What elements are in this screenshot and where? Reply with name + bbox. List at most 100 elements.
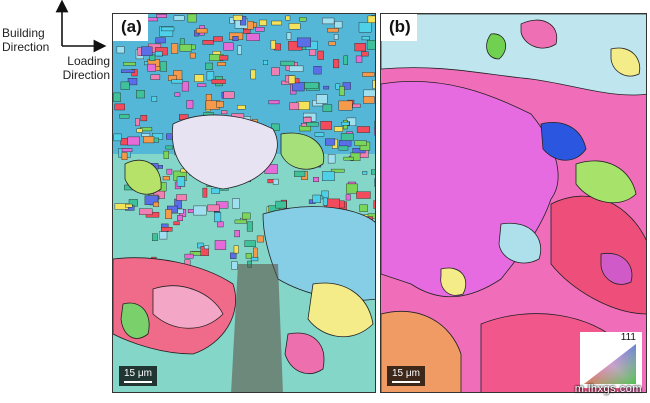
fine-grain (294, 170, 306, 177)
building-direction-label: Building Direction (2, 26, 50, 54)
fine-grain (221, 110, 228, 115)
fine-grain (246, 33, 260, 41)
fine-grain (275, 200, 287, 209)
fine-grain (217, 221, 224, 228)
panel-a-label: (a) (113, 14, 148, 41)
fine-grain (270, 40, 276, 50)
fine-grain (354, 140, 367, 146)
fine-grain (345, 194, 351, 201)
fine-grain (193, 205, 207, 216)
fine-grain (217, 62, 226, 66)
fine-grain (156, 14, 167, 18)
fine-grain (250, 69, 256, 80)
fine-grain (342, 82, 351, 90)
fine-grain (285, 15, 291, 21)
fine-grain (334, 21, 343, 29)
fine-grain (361, 51, 369, 57)
fine-grain (141, 46, 153, 56)
fine-grain (332, 59, 340, 69)
watermark: m.lhxgs.com (574, 383, 642, 395)
fine-grain (315, 94, 328, 104)
fine-grain (204, 245, 210, 250)
fine-grain (334, 126, 343, 132)
fine-grain (166, 168, 173, 175)
fine-grain (205, 62, 213, 70)
fine-grain (187, 14, 197, 23)
fine-grain (123, 62, 136, 66)
fine-grain (237, 45, 242, 55)
fine-grain (216, 100, 224, 108)
fine-grain (230, 252, 237, 259)
fine-grain (339, 86, 345, 96)
fine-grain (197, 83, 207, 87)
ebsd-map-panel-b: (b) 15 μm 111 (380, 13, 647, 393)
fine-grain (367, 213, 375, 219)
fine-grain (256, 235, 264, 243)
fine-grain (250, 256, 259, 262)
scale-bar-b: 15 μm (387, 366, 425, 386)
fine-grain (173, 221, 180, 226)
fine-grain (159, 231, 168, 240)
fine-grain (152, 233, 158, 241)
fine-grain (113, 133, 122, 142)
fine-grain (374, 127, 375, 136)
fine-grain (286, 32, 292, 40)
fine-grain (202, 187, 208, 198)
fine-grain (125, 203, 133, 208)
fine-grain (154, 51, 163, 57)
fine-grain (320, 120, 332, 130)
fine-grain (233, 245, 239, 254)
fine-grain (317, 50, 324, 60)
fine-grain (165, 209, 172, 220)
fine-grain (136, 128, 143, 133)
fine-grain (163, 150, 170, 159)
fine-grain (120, 81, 130, 90)
fine-grain (245, 252, 252, 259)
fine-grain (322, 104, 333, 112)
fine-grain (127, 77, 138, 86)
fine-grain (181, 81, 189, 92)
fine-grain (340, 133, 354, 141)
fine-grain (234, 219, 247, 224)
fine-grain (367, 15, 375, 23)
fine-grain (343, 55, 349, 65)
direction-key: Building Direction Loading Direction (0, 0, 112, 90)
fine-grain (167, 205, 179, 213)
fine-grain (302, 116, 312, 123)
fine-grain (306, 121, 319, 127)
fine-grain (361, 36, 370, 41)
fine-grain (136, 90, 145, 99)
direction-arrows-icon (55, 0, 107, 53)
fine-grain (304, 82, 319, 89)
fine-grain (150, 74, 161, 80)
fine-grain (119, 114, 130, 119)
fine-grain (179, 44, 192, 52)
fine-grain (373, 200, 375, 209)
fine-grain (202, 40, 214, 45)
fine-grain (127, 136, 140, 146)
fine-grain (165, 145, 174, 150)
fine-grain (252, 247, 258, 258)
fine-grain (214, 240, 227, 250)
fine-grain (184, 253, 194, 259)
fine-grain (346, 183, 358, 194)
fine-grain (288, 23, 301, 30)
fine-grain (338, 100, 353, 111)
fine-grain (211, 79, 226, 84)
fine-grain (333, 34, 339, 40)
fine-grain (343, 156, 354, 161)
fine-grain (288, 75, 296, 84)
fine-grain (271, 123, 280, 131)
fine-grain (374, 120, 375, 129)
fine-grain (234, 230, 240, 238)
fine-grain (272, 178, 279, 185)
ipf-color-key: 111 (580, 332, 642, 388)
fine-grain (176, 194, 187, 201)
fine-grain (268, 100, 280, 105)
fine-grain (174, 92, 181, 97)
fine-grain (114, 103, 125, 111)
fine-grain (313, 66, 322, 75)
fine-grain (327, 154, 336, 164)
fine-grain (153, 201, 159, 207)
fine-grain (356, 126, 370, 133)
